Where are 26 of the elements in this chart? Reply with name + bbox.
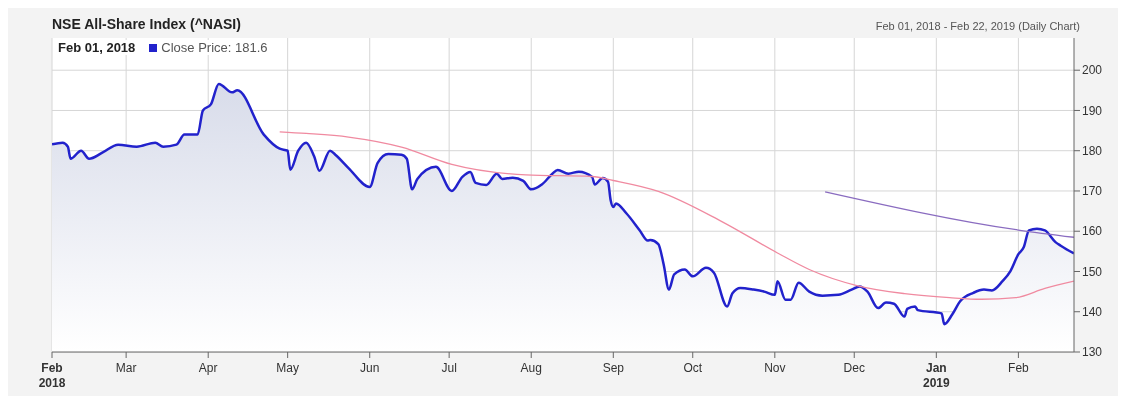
x-tick-label: May (276, 361, 299, 375)
y-tick-label: 150 (1082, 264, 1103, 279)
y-tick-label: 180 (1082, 143, 1103, 158)
chart-title: NSE All-Share Index (^NASI) (52, 16, 241, 32)
x-tick-label: Nov (764, 361, 786, 375)
x-tick-label: Jan 2019 (922, 361, 950, 390)
x-tick-label: Apr (198, 361, 218, 375)
x-tick-label: Sep (602, 361, 625, 375)
line-series (279, 131, 1074, 300)
y-tick-label: 130 (1082, 345, 1103, 360)
y-tick-label: 200 (1082, 63, 1103, 78)
x-tick-label: Mar (115, 361, 137, 375)
x-tick-label: Dec (843, 361, 865, 375)
x-tick-label: Jul (441, 361, 457, 375)
legend-label: Close Price: 181.6 (161, 40, 268, 55)
y-tick-label: 170 (1082, 184, 1103, 199)
y-tick-label: 160 (1082, 224, 1103, 239)
y-tick-label: 140 (1082, 305, 1103, 319)
chart-subtitle: Feb 01, 2018 - Feb 22, 2019 (Daily Chart) (875, 20, 1080, 32)
x-tick-label: Feb 2018 (38, 361, 66, 390)
y-tick-label: 190 (1082, 103, 1103, 118)
annotation: Feb 01, 2018 (58, 40, 136, 55)
x-tick-label: Jun (360, 361, 380, 375)
x-tick-label: Oct (683, 361, 703, 375)
x-tick-label: Feb (1008, 361, 1030, 375)
x-tick-label: Aug (520, 361, 542, 375)
